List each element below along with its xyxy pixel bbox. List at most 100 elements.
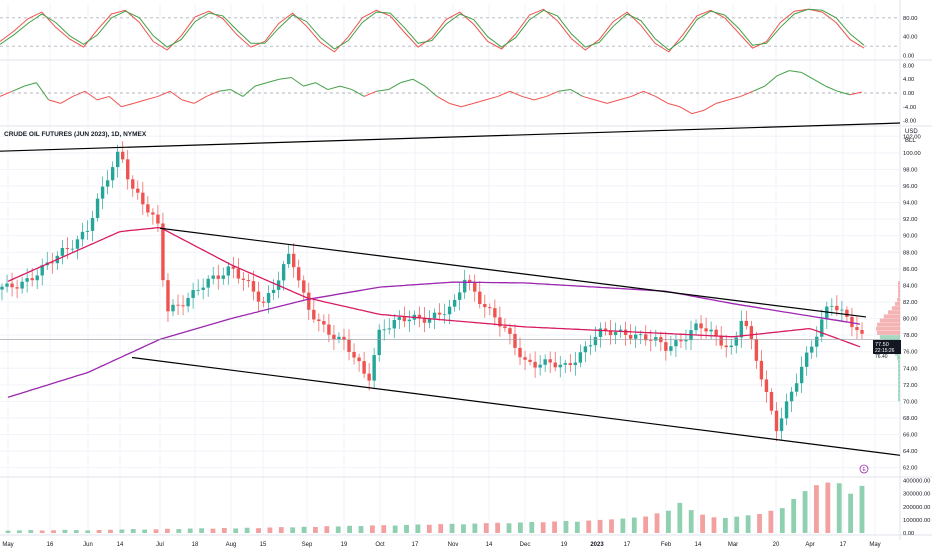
candle <box>251 270 256 301</box>
candle <box>739 310 743 348</box>
candle <box>0 283 4 301</box>
candle-body <box>50 262 54 264</box>
stochastic-tick-label: 0.00 <box>903 54 914 60</box>
candle <box>719 326 723 350</box>
price-tick-label: 100.00 <box>903 151 921 157</box>
volume-bar <box>597 519 603 533</box>
volume-bar <box>768 510 774 533</box>
candle <box>307 282 311 321</box>
volume-bar <box>28 530 34 533</box>
momentum-segment <box>351 89 365 97</box>
candle-body <box>729 345 733 348</box>
candle-body <box>357 357 361 362</box>
earnings-marker[interactable]: E <box>859 464 869 474</box>
time-tick-label: 14 <box>117 542 124 548</box>
candle <box>291 243 296 278</box>
candle <box>679 333 683 348</box>
candle-body <box>749 326 754 340</box>
volume-bar <box>574 521 580 533</box>
candle <box>608 319 613 345</box>
candle <box>90 210 95 242</box>
candle-body <box>684 340 688 342</box>
candle-body <box>679 340 683 342</box>
candle <box>754 331 759 369</box>
stochastic-axis: 80.00 40.00 0.00 <box>903 16 918 60</box>
volume-bar <box>5 530 11 533</box>
trendline <box>131 356 901 456</box>
candle-body <box>236 268 241 279</box>
momentum-segment <box>412 78 426 87</box>
candle <box>558 355 562 378</box>
candle-body <box>312 309 316 320</box>
volume-profile-bar <box>888 310 900 315</box>
candle <box>372 347 376 390</box>
volume-bar <box>677 502 683 533</box>
candle-body <box>286 253 291 265</box>
candle-body <box>568 363 573 366</box>
candle <box>161 212 165 287</box>
candle-body <box>156 214 160 224</box>
volume-bar <box>176 529 182 533</box>
candle <box>674 334 678 357</box>
candle-body <box>115 151 120 168</box>
time-tick-label: 15 <box>260 542 267 548</box>
volume-bar <box>142 529 148 533</box>
candle <box>804 346 809 376</box>
candle <box>538 354 542 376</box>
momentum-segment <box>643 90 656 97</box>
volume-profile-bar <box>898 360 900 364</box>
volume-bar <box>438 524 444 533</box>
candle-body <box>528 359 532 362</box>
candle <box>493 299 497 326</box>
candle-body <box>830 305 834 307</box>
candle-body <box>20 281 24 289</box>
candle <box>211 266 215 285</box>
unit-label: BLL <box>905 138 916 144</box>
stochastic-k-line <box>0 8 865 53</box>
price-tick-label: 62.00 <box>903 466 918 472</box>
candle-body <box>121 151 125 160</box>
trendline <box>0 122 901 152</box>
candle <box>820 309 824 342</box>
volume-bar <box>267 527 273 533</box>
volume-profile-bar <box>898 281 900 286</box>
momentum-segment <box>716 99 729 104</box>
candle-body <box>30 278 34 281</box>
momentum-segment <box>582 95 596 101</box>
candle <box>825 301 829 329</box>
candle <box>231 256 236 279</box>
candle-body <box>508 328 512 334</box>
volume-bar <box>472 523 478 533</box>
candle-body <box>820 319 824 337</box>
volume-bar <box>73 530 79 533</box>
candle-body <box>126 159 130 180</box>
candle-body <box>483 303 487 308</box>
candle-body <box>774 410 779 432</box>
candle <box>437 303 442 321</box>
volume-tick-label: 200000.00 <box>903 505 930 511</box>
candle-body <box>558 364 562 368</box>
candle <box>126 149 130 190</box>
momentum-segment <box>473 99 486 104</box>
candle-body <box>85 230 90 232</box>
candle-body <box>75 239 80 249</box>
volume-bar <box>859 485 865 533</box>
candle-body <box>80 231 85 240</box>
candle-body <box>216 275 220 279</box>
price-tag-countdown: 22:15:26 <box>875 348 895 354</box>
price-tick-label: 80.00 <box>903 317 918 323</box>
price-tick-label: 68.00 <box>903 416 918 422</box>
candle <box>573 351 578 376</box>
candle-body <box>639 334 643 336</box>
time-tick-label: 16 <box>47 542 54 548</box>
candle <box>784 393 789 426</box>
volume-bar <box>540 522 546 533</box>
candle <box>779 407 784 440</box>
candle-body <box>734 337 738 346</box>
momentum-segment <box>594 99 608 104</box>
momentum-segment <box>315 82 329 90</box>
candle-body <box>387 328 391 330</box>
candle-body <box>95 198 100 219</box>
candle-body <box>442 314 447 316</box>
event-circle-icon[interactable] <box>859 464 869 474</box>
